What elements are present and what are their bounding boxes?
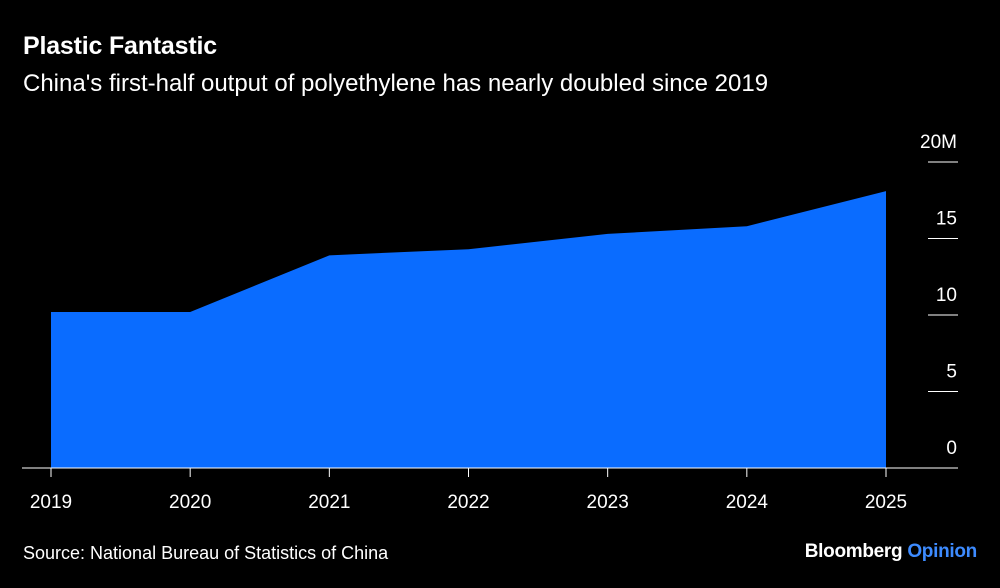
x-tick-label-2023: 2023	[587, 492, 629, 513]
y-tick-label-0: 0	[946, 438, 957, 459]
x-tick-label-2024: 2024	[726, 492, 769, 513]
y-tick-label-15: 15	[936, 209, 957, 230]
source-note: Source: National Bureau of Statistics of…	[23, 543, 389, 563]
brand-secondary: Opinion	[907, 541, 977, 562]
x-tick-label-2025: 2025	[865, 492, 907, 513]
chart-title: Plastic Fantastic	[23, 32, 217, 60]
brand-logo: Bloomberg Opinion	[804, 541, 978, 563]
y-tick-label-10: 10	[936, 285, 957, 306]
x-tick-label-2021: 2021	[308, 492, 350, 513]
chart-subtitle: China's first-half output of polyethylen…	[23, 70, 769, 97]
x-tick-label-2022: 2022	[447, 492, 489, 513]
brand-primary: Bloomberg	[804, 541, 903, 562]
y-tick-label-5: 5	[946, 362, 957, 383]
x-tick-label-2020: 2020	[169, 492, 211, 513]
x-tick-label-2019: 2019	[30, 492, 72, 513]
area-series	[51, 191, 886, 468]
y-tick-label-20: 20M	[920, 132, 957, 153]
